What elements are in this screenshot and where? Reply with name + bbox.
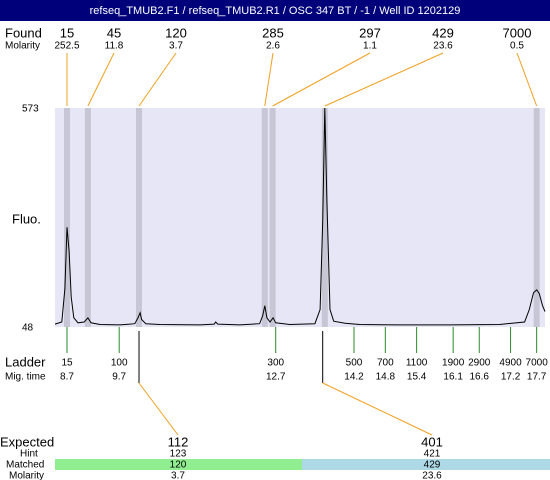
expected-size: 112	[168, 434, 189, 449]
ladder-size: 300	[267, 358, 284, 369]
ladder-time: 12.7	[266, 372, 286, 383]
found-size: 45	[107, 25, 121, 40]
mig-time-label: Mig. time	[5, 372, 46, 383]
trace	[54, 107, 546, 326]
expected-leader	[322, 382, 433, 436]
ladder-time: 14.8	[376, 372, 396, 383]
ladder-size: 4900	[499, 358, 522, 369]
ladder-size: 100	[111, 358, 128, 369]
ladder-time: 14.2	[344, 372, 364, 383]
peak-band	[136, 108, 143, 327]
peak-band	[261, 108, 268, 327]
expected-leader	[138, 382, 179, 436]
y-axis-label: Fluo.	[12, 211, 41, 226]
peak-band	[269, 108, 276, 327]
found-size: 7000	[503, 25, 532, 40]
peak-leader	[324, 52, 444, 107]
ladder-size: 7000	[526, 358, 549, 369]
matched-bg-1	[55, 459, 302, 470]
ladder-size: 500	[346, 358, 363, 369]
ladder-size: 15	[61, 358, 73, 369]
expected-size: 401	[421, 434, 443, 449]
y-tick-label: 48	[22, 323, 34, 334]
peak-leader	[516, 52, 538, 107]
found-molarity: 3.7	[169, 41, 183, 52]
ladder-time: 16.6	[470, 372, 490, 383]
hint-value: 123	[170, 449, 187, 460]
y-tick-label: 573	[22, 104, 39, 115]
found-molarity: 23.6	[433, 41, 453, 52]
plot-area	[55, 108, 545, 327]
hint-label: Hint	[20, 449, 38, 460]
found-size: 15	[60, 25, 74, 40]
ladder-time: 9.7	[112, 372, 126, 383]
header-title: refseq_TMUB2.F1 / refseq_TMUB2.R1 / OSC …	[90, 5, 461, 17]
molarity-label: Molarity	[5, 41, 40, 52]
expected-label: Expected	[0, 434, 54, 449]
found-size: 429	[432, 25, 454, 40]
found-molarity: 2.6	[266, 41, 280, 52]
found-molarity: 252.5	[54, 41, 79, 52]
molarity-value: 23.6	[422, 471, 442, 480]
found-label: Found	[5, 25, 42, 40]
peak-band	[321, 108, 328, 327]
molarity-value: 3.7	[171, 471, 185, 480]
found-molarity: 11.8	[105, 41, 124, 52]
found-size: 120	[165, 25, 187, 40]
peak-band	[64, 108, 71, 327]
peak-leader	[264, 52, 274, 107]
exp-molarity-label: Molarity	[9, 471, 44, 480]
matched-bg-2	[302, 459, 550, 470]
hint-value: 421	[424, 449, 441, 460]
ladder-size: 2900	[468, 358, 491, 369]
ladder-time: 8.7	[60, 372, 74, 383]
ladder-time: 17.2	[501, 372, 521, 383]
peak-leader	[272, 52, 371, 107]
peak-band	[533, 108, 540, 327]
found-size: 285	[262, 25, 284, 40]
ladder-time: 17.7	[527, 372, 547, 383]
peak-leader	[87, 52, 115, 107]
peak-band	[84, 108, 91, 327]
found-size: 297	[359, 25, 381, 40]
found-molarity: 0.5	[510, 41, 524, 52]
ladder-size: 1900	[442, 358, 465, 369]
ladder-time: 15.4	[407, 372, 427, 383]
peak-leader	[138, 52, 177, 107]
ladder-size: 1100	[406, 358, 428, 369]
matched-label: Matched	[6, 460, 44, 471]
matched-value: 120	[170, 460, 187, 471]
matched-value: 429	[424, 460, 441, 471]
ladder-time: 16.1	[443, 372, 463, 383]
header-bar	[0, 0, 550, 21]
ladder-size: 700	[377, 358, 394, 369]
found-molarity: 1.1	[363, 41, 377, 52]
ladder-label: Ladder	[5, 354, 46, 369]
